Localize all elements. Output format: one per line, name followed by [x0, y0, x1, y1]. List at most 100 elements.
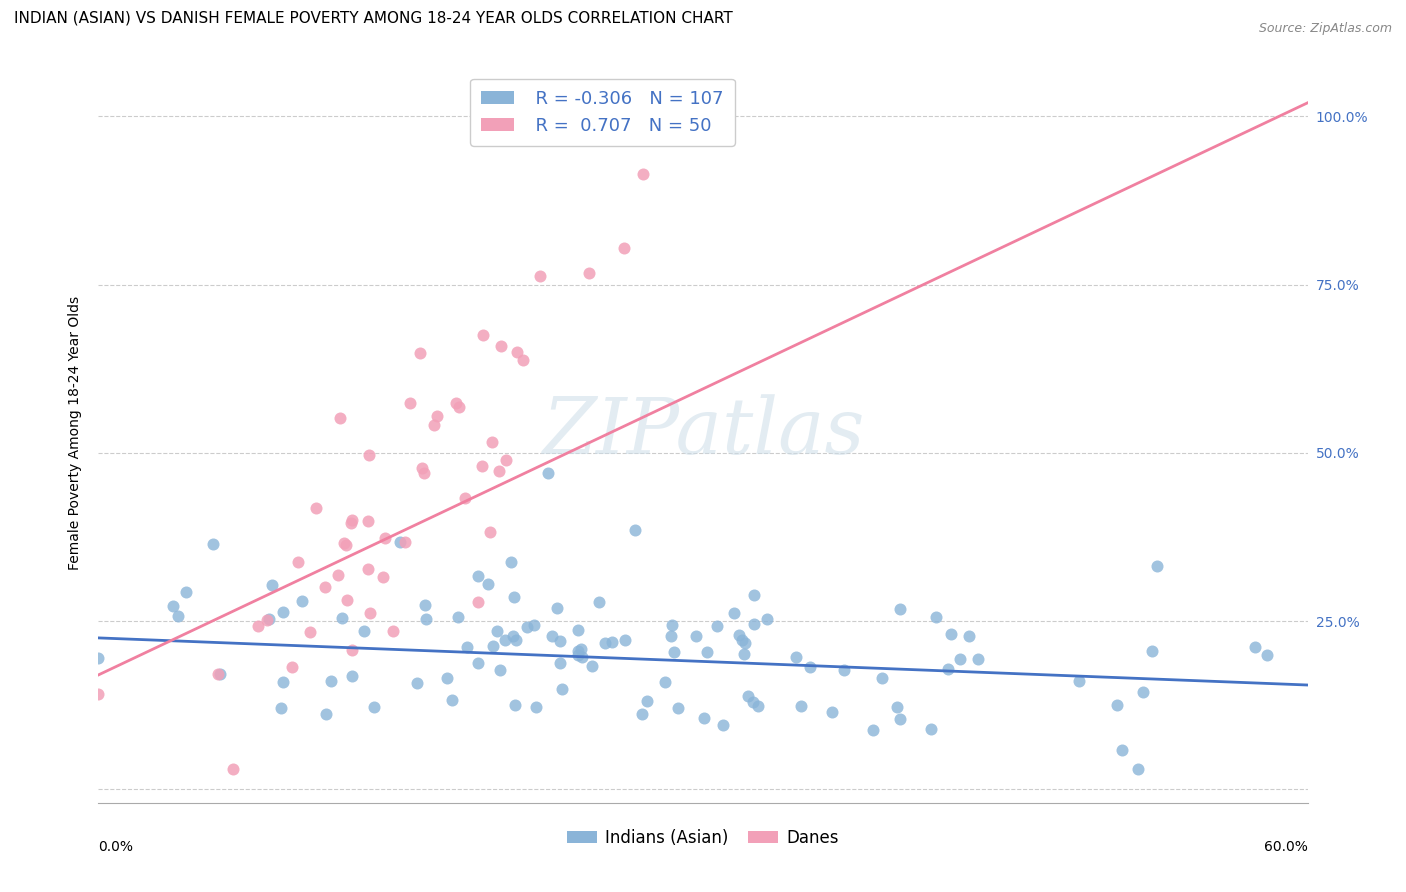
Point [494, 632, 516, 647]
Point [256, 614, 278, 628]
Point [449, 400, 471, 414]
Point [222, 762, 245, 776]
Point [567, 648, 589, 662]
Point [472, 327, 495, 342]
Point [335, 538, 357, 552]
Point [741, 695, 763, 709]
Point [388, 534, 411, 549]
Point [600, 634, 623, 648]
Point [447, 609, 470, 624]
Point [1244, 640, 1267, 654]
Text: 0.0%: 0.0% [98, 840, 134, 854]
Point [394, 534, 416, 549]
Point [734, 636, 756, 650]
Point [481, 435, 503, 450]
Point [426, 409, 449, 424]
Point [624, 523, 647, 537]
Point [321, 673, 343, 688]
Point [281, 660, 304, 674]
Point [524, 699, 547, 714]
Point [340, 669, 363, 683]
Point [756, 612, 779, 626]
Point [949, 652, 972, 666]
Point [578, 266, 600, 280]
Point [328, 568, 350, 582]
Point [537, 466, 560, 480]
Point [412, 466, 434, 480]
Point [821, 705, 844, 719]
Point [662, 644, 685, 658]
Point [548, 656, 571, 670]
Point [506, 345, 529, 359]
Point [747, 698, 769, 713]
Point [742, 588, 765, 602]
Point [477, 576, 499, 591]
Point [357, 515, 380, 529]
Point [733, 647, 755, 661]
Point [87, 687, 110, 701]
Point [314, 580, 336, 594]
Point [541, 629, 564, 643]
Text: ZIPatlas: ZIPatlas [541, 394, 865, 471]
Point [546, 600, 568, 615]
Point [454, 491, 477, 505]
Point [411, 461, 433, 475]
Point [567, 644, 589, 658]
Point [299, 625, 322, 640]
Point [512, 352, 534, 367]
Text: INDIAN (ASIAN) VS DANISH FEMALE POVERTY AMONG 18-24 YEAR OLDS CORRELATION CHART: INDIAN (ASIAN) VS DANISH FEMALE POVERTY … [14, 11, 733, 25]
Point [479, 524, 502, 539]
Point [335, 593, 357, 607]
Point [832, 664, 855, 678]
Point [790, 698, 813, 713]
Point [886, 700, 908, 714]
Legend: Indians (Asian), Danes: Indians (Asian), Danes [560, 822, 846, 854]
Point [406, 675, 429, 690]
Point [685, 628, 707, 642]
Point [723, 606, 745, 620]
Point [482, 639, 505, 653]
Point [516, 620, 538, 634]
Point [287, 555, 309, 569]
Point [315, 706, 337, 721]
Point [444, 396, 467, 410]
Point [862, 723, 884, 737]
Point [467, 569, 489, 583]
Point [340, 643, 363, 657]
Point [333, 535, 356, 549]
Point [581, 658, 603, 673]
Point [630, 707, 652, 722]
Point [259, 612, 281, 626]
Point [571, 650, 593, 665]
Point [359, 448, 381, 462]
Point [201, 537, 224, 551]
Point [936, 662, 959, 676]
Point [939, 626, 962, 640]
Point [208, 666, 231, 681]
Point [488, 464, 510, 478]
Point [273, 675, 295, 690]
Point [1140, 644, 1163, 658]
Point [728, 627, 751, 641]
Point [436, 671, 458, 685]
Point [957, 629, 980, 643]
Point [359, 606, 381, 620]
Text: Source: ZipAtlas.com: Source: ZipAtlas.com [1258, 22, 1392, 36]
Point [711, 718, 734, 732]
Point [551, 682, 574, 697]
Point [340, 516, 363, 530]
Point [614, 122, 637, 136]
Point [737, 689, 759, 703]
Point [409, 346, 432, 360]
Point [706, 619, 728, 633]
Point [889, 712, 911, 726]
Point [1107, 698, 1129, 713]
Point [499, 555, 522, 569]
Point [595, 636, 617, 650]
Y-axis label: Female Poverty Among 18-24 Year Olds: Female Poverty Among 18-24 Year Olds [69, 295, 83, 570]
Point [246, 618, 269, 632]
Point [166, 608, 188, 623]
Point [87, 651, 110, 665]
Point [889, 601, 911, 615]
Point [363, 700, 385, 714]
